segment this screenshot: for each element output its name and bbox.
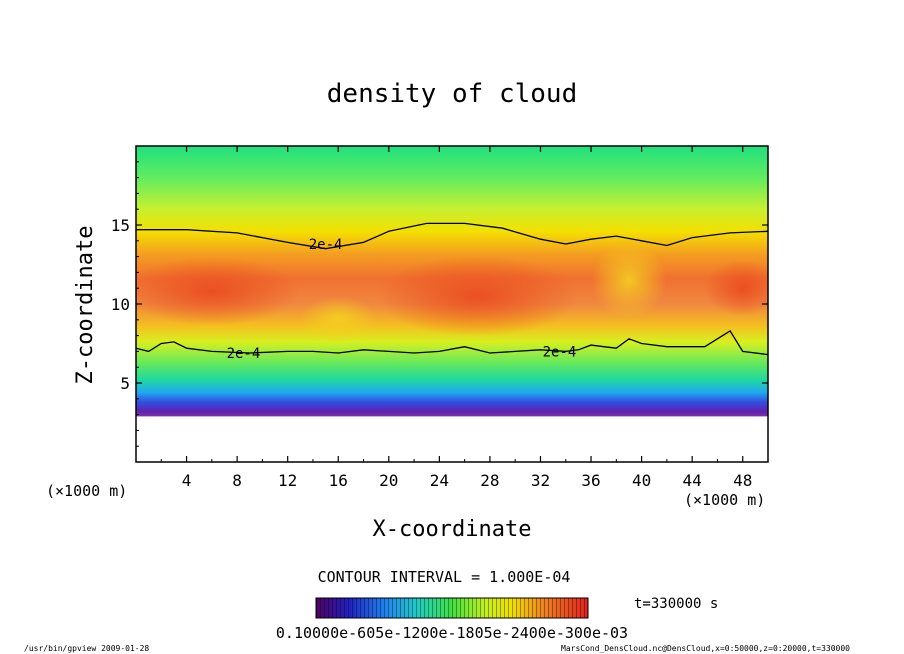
time-label: t=330000 s: [634, 596, 718, 612]
contour-line: [136, 222, 768, 250]
x-tick-label: 12: [278, 471, 297, 490]
footer-source: MarsCond_DensCloud.nc@DensCloud,x=0:5000…: [561, 644, 850, 653]
x-tick-label: 36: [581, 471, 600, 490]
x-tick-label: 28: [480, 471, 499, 490]
heatmap-maxima: [136, 242, 768, 344]
field-maximum: [376, 255, 579, 338]
x-tick-label: 44: [683, 471, 702, 490]
colorbar: [315, 597, 589, 619]
field-maximum: [591, 242, 667, 319]
contour-line: [136, 330, 768, 356]
chart-title: density of cloud: [327, 79, 577, 109]
x-tick-label: 16: [329, 471, 348, 490]
x-axis-title: X-coordinate: [373, 517, 532, 542]
y-unit-label: (×1000 m): [46, 482, 127, 500]
x-unit-label: (×1000 m): [684, 491, 765, 509]
colorbar-frame: [315, 597, 589, 619]
x-tick-label: 40: [632, 471, 651, 490]
x-tick-label: 24: [430, 471, 449, 490]
y-axis: 5 10 15: [111, 161, 768, 447]
y-tick-label: 10: [111, 295, 130, 314]
x-tick-label: 20: [379, 471, 398, 490]
y-axis-title: Z-coordinate: [73, 226, 98, 385]
contour-label: 2e-4: [309, 237, 343, 253]
x-tick-label: 8: [232, 471, 242, 490]
y-tick-label: 15: [111, 216, 130, 235]
x-tick-label: 32: [531, 471, 550, 490]
field-maximum: [300, 296, 377, 344]
x-tick-label: 4: [182, 471, 192, 490]
x-axis: 4 8 12 16 20 24 28 32 36 40 44 48: [160, 146, 752, 490]
contour-label: 2e-4: [227, 346, 261, 362]
field-maximum: [136, 256, 301, 327]
contour-interval-text: CONTOUR INTERVAL = 1.000E-04: [318, 568, 571, 586]
colorbar-divisions: [316, 598, 588, 618]
contour-layer: 2e-4 2e-4 2e-4: [136, 222, 768, 362]
colorbar-labels: 0.10000e-605e-1200e-1805e-2400e-300e-03: [276, 624, 628, 642]
contour-label: 2e-4: [543, 344, 577, 360]
footer-program: /usr/bin/gpview 2009-01-28: [24, 644, 149, 653]
field-maximum: [704, 259, 768, 317]
x-tick-label: 48: [733, 471, 752, 490]
y-tick-label: 5: [120, 374, 130, 393]
plot-area: 2e-42e-4 2e-4 4 8 12 16 20 24 28 32 36 40 44 48 5101…: [111, 145, 769, 490]
